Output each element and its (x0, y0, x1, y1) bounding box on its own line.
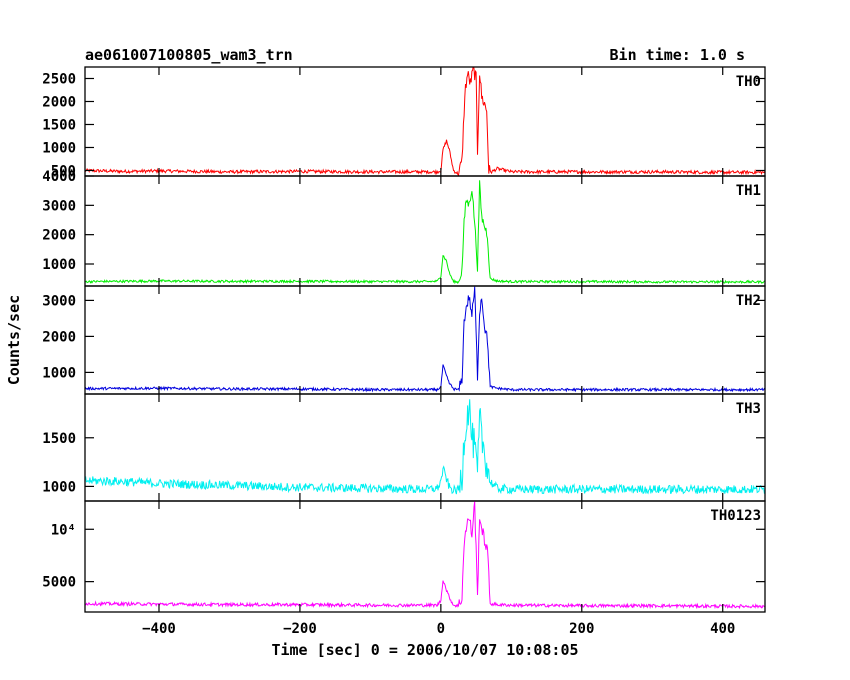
y-tick-label: 500 (51, 163, 76, 179)
series-line-th1 (85, 180, 765, 285)
panel-th0123: TH0123 5000 10⁴ (42, 500, 766, 613)
y-tick-label: 3000 (42, 293, 76, 309)
y-tick-label: 5000 (42, 575, 76, 591)
y-tick-label: 2000 (42, 94, 76, 110)
series-line-th0123 (85, 501, 765, 610)
y-tick-label: 2000 (42, 329, 76, 345)
panel-frame-th0123 (84, 500, 766, 613)
y-tick-label: 3000 (42, 198, 76, 214)
panel-label-th2: TH2 (736, 293, 761, 309)
y-tick-label: 1000 (42, 140, 76, 156)
x-tick-label: −200 (283, 621, 317, 637)
panels-group: TH05001000150020002500TH1100020003000400… (42, 66, 766, 637)
y-tick-label: 10⁴ (51, 522, 76, 538)
panel-frame-th0 (84, 66, 766, 177)
x-tick-label: 0 (437, 621, 445, 637)
y-tick-label: 2000 (42, 228, 76, 244)
y-tick-label: 1500 (42, 431, 76, 447)
panel-th1: TH1 1000 2000 3000 4000 (42, 169, 766, 287)
y-tick-label: 1000 (42, 257, 76, 273)
x-tick-label: −400 (142, 621, 176, 637)
bin-time-label: Bin time: 1.0 s (610, 46, 745, 64)
panel-frame-th2 (84, 285, 766, 395)
x-tick-label: 200 (569, 621, 594, 637)
panel-label-th0: TH0 (736, 74, 761, 90)
panel-th0: TH0 500 1000 1500 2000 2500 (42, 66, 766, 179)
series-line-th0 (85, 67, 765, 176)
y-tick-label: 1000 (42, 479, 76, 495)
y-tick-label: 1500 (42, 117, 76, 133)
x-axis-label: Time [sec] 0 = 2006/10/07 10:08:05 (271, 641, 578, 659)
x-tick-label: 400 (710, 621, 735, 637)
panel-label-th1: TH1 (736, 183, 761, 199)
panel-frame-th1 (84, 175, 766, 287)
series-line-th2 (85, 286, 765, 393)
panel-label-th0123: TH0123 (710, 508, 761, 524)
panel-th2: TH2 1000 2000 3000 (42, 285, 766, 395)
chart-title: ae061007100805_wam3_trn (85, 46, 293, 64)
y-tick-label: 1000 (42, 365, 76, 381)
panel-label-th3: TH3 (736, 401, 761, 417)
panel-th3: TH3 1000 1500 (42, 393, 766, 502)
y-axis-label: Counts/sec (5, 295, 23, 385)
y-tick-label: 4000 (42, 169, 76, 185)
y-tick-label: 2500 (42, 71, 76, 87)
series-line-th3 (85, 399, 765, 495)
